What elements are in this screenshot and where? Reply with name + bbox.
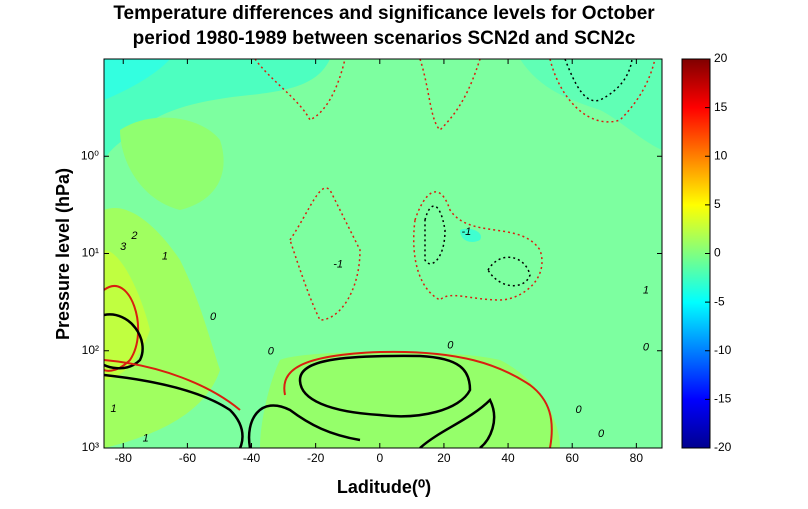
contour-label: -1 bbox=[461, 226, 471, 238]
x-axis-label: Laditude(⁰) bbox=[337, 477, 431, 497]
chart-title: Temperature differences and significance… bbox=[113, 3, 655, 24]
contour-label: 0 bbox=[447, 340, 454, 352]
y-tick-label: 10⁰ bbox=[81, 148, 99, 162]
colorbar-tick-label: 20 bbox=[714, 51, 728, 65]
contour-label: 0 bbox=[210, 311, 217, 323]
contour-label: 0 bbox=[643, 342, 650, 354]
chart-subtitle: period 1980-1989 between scenarios SCN2d… bbox=[133, 28, 636, 49]
colorbar-tick-label: -15 bbox=[714, 392, 732, 406]
y-tick-label: 10² bbox=[82, 343, 99, 357]
y-axis-label: Pressure level (hPa) bbox=[53, 168, 73, 340]
y-tick-label: 10³ bbox=[82, 440, 99, 454]
x-tick-label: -60 bbox=[179, 451, 197, 465]
contour-label: 1 bbox=[143, 432, 149, 444]
colorbar-tick-label: -10 bbox=[714, 343, 732, 357]
contour-label: 0 bbox=[268, 345, 275, 357]
contour-label: 3 bbox=[120, 241, 127, 253]
contour-label: 1 bbox=[643, 284, 649, 296]
contour-label: 1 bbox=[111, 403, 117, 415]
x-tick-label: 20 bbox=[437, 451, 451, 465]
contours bbox=[104, 59, 656, 448]
x-tick-label: 80 bbox=[630, 451, 644, 465]
field bbox=[104, 59, 662, 448]
contour-label: 1 bbox=[162, 250, 168, 262]
colorbar-tick-label: -5 bbox=[714, 294, 725, 308]
colorbar-tick-label: 10 bbox=[714, 148, 728, 162]
contour-label: 0 bbox=[576, 404, 583, 416]
y-tick-label: 10¹ bbox=[82, 246, 99, 260]
colorbar-tick-label: 5 bbox=[714, 197, 721, 211]
x-tick-label: -20 bbox=[307, 451, 325, 465]
colorbar-tick-label: 15 bbox=[714, 100, 728, 114]
colorbar-tick-label: -20 bbox=[714, 440, 732, 454]
x-tick-label: -80 bbox=[115, 451, 133, 465]
contour-label: -1 bbox=[333, 258, 343, 270]
x-tick-label: 60 bbox=[566, 451, 580, 465]
x-tick-label: 40 bbox=[501, 451, 515, 465]
x-tick-label: -40 bbox=[243, 451, 261, 465]
contour-label: 0 bbox=[598, 428, 605, 440]
x-tick-label: 0 bbox=[376, 451, 383, 465]
colorbar-tick-label: 0 bbox=[714, 246, 721, 260]
contour-label: 2 bbox=[130, 230, 137, 242]
